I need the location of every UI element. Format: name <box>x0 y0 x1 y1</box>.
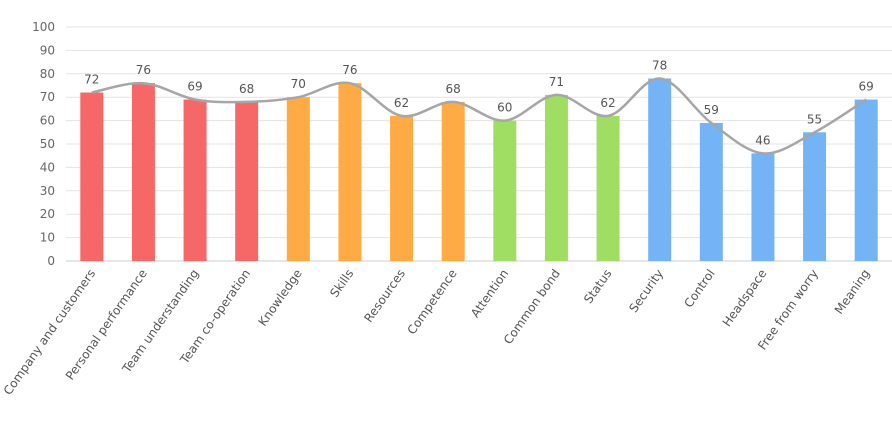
y-tick-label: 20 <box>40 207 55 221</box>
bar <box>596 115 620 261</box>
y-tick-label: 0 <box>47 254 55 268</box>
data-label: 71 <box>549 75 564 89</box>
category-label: Resources <box>361 267 408 325</box>
data-label: 59 <box>704 103 719 117</box>
bar <box>751 153 775 261</box>
category-label: Security <box>626 267 666 315</box>
category-label: Knowledge <box>255 267 304 329</box>
data-label: 70 <box>291 77 306 91</box>
category-label: Meaning <box>832 267 873 317</box>
bars <box>80 78 878 262</box>
bar <box>183 99 207 261</box>
y-tick-label: 80 <box>40 67 55 81</box>
data-label: 78 <box>652 58 667 72</box>
bar <box>854 99 878 261</box>
data-label: 69 <box>187 80 202 94</box>
y-tick-label: 30 <box>40 184 55 198</box>
y-axis-ticks: 0 10 20 30 40 50 60 70 80 90 100 <box>32 20 55 268</box>
category-label: Control <box>681 267 717 311</box>
data-label: 69 <box>859 80 874 94</box>
trend-line-group <box>91 77 867 155</box>
y-tick-label: 70 <box>40 90 55 104</box>
bar <box>80 92 104 262</box>
bar <box>286 97 310 261</box>
data-label: 62 <box>394 96 409 110</box>
bar <box>493 120 517 261</box>
bar <box>648 78 672 261</box>
data-label: 68 <box>446 82 461 96</box>
category-label: Common bond <box>501 267 563 347</box>
bar <box>338 83 362 261</box>
data-label: 55 <box>807 112 822 126</box>
y-tick-label: 40 <box>40 160 55 174</box>
data-label: 72 <box>84 73 99 87</box>
bar <box>390 115 414 261</box>
category-label: Skills <box>327 267 356 300</box>
data-labels: 72 76 69 68 70 76 62 68 60 71 62 78 59 46 55 69 <box>84 58 874 147</box>
trend-line <box>91 77 867 155</box>
y-tick-label: 10 <box>40 231 55 245</box>
bar <box>803 132 827 261</box>
category-label: Headspace <box>720 267 770 330</box>
data-label: 68 <box>239 82 254 96</box>
bar <box>544 94 568 261</box>
bar <box>235 101 259 261</box>
data-label: 76 <box>342 63 357 77</box>
data-label: 62 <box>600 96 615 110</box>
data-label: 60 <box>497 101 512 115</box>
y-tick-label: 100 <box>32 20 55 34</box>
bar <box>441 101 465 261</box>
category-label: Competence <box>405 267 460 337</box>
bar <box>699 122 723 261</box>
y-tick-label: 60 <box>40 114 55 128</box>
category-label: Status <box>581 267 614 306</box>
y-tick-label: 90 <box>40 43 55 57</box>
category-label: Attention <box>468 267 511 320</box>
y-tick-label: 50 <box>40 137 55 151</box>
data-label: 76 <box>136 63 151 77</box>
data-label: 46 <box>755 133 770 147</box>
bar <box>131 83 155 261</box>
category-label: Company and customers <box>1 267 99 398</box>
